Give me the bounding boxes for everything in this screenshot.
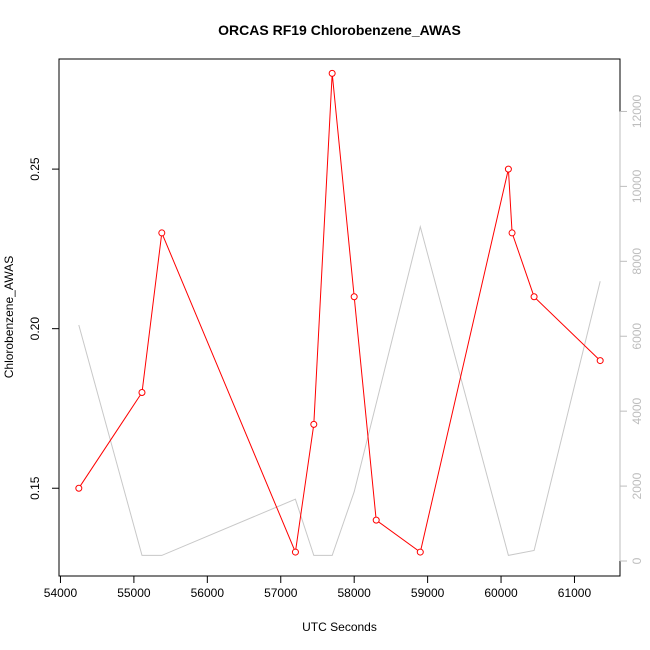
y2-tick-label: 0 — [630, 557, 644, 564]
y-tick-label: 0.25 — [28, 157, 42, 181]
data-point — [530, 293, 538, 301]
y2-tick-label: 2000 — [630, 472, 644, 499]
x-axis-label: UTC Seconds — [302, 620, 377, 634]
data-point — [328, 69, 336, 77]
data-point — [508, 229, 516, 237]
x-tick-label: 60000 — [484, 586, 518, 600]
secondary-series-line — [78, 224, 601, 556]
y-axis-label: Chlorobenzene_AWAS — [2, 256, 16, 379]
y-tick-label: 0.20 — [28, 317, 42, 341]
x-axis: 54000 55000 56000 57000 58000 59000 60000 61000 — [44, 575, 592, 600]
data-point — [291, 548, 299, 556]
data-point — [158, 229, 166, 237]
y2-tick-label: 10000 — [630, 169, 644, 203]
series-layer — [75, 69, 604, 556]
x-tick-label: 55000 — [117, 586, 151, 600]
y2-tick-label: 4000 — [630, 397, 644, 424]
x-tick-label: 61000 — [558, 586, 592, 600]
x-tick-label: 57000 — [264, 586, 298, 600]
y2-tick-label: 8000 — [630, 248, 644, 275]
data-point — [416, 548, 424, 556]
plot-frame — [58, 58, 621, 577]
data-point — [350, 293, 358, 301]
y-axis-right: 0 2000 4000 6000 8000 10000 12000 — [619, 94, 644, 564]
data-point — [310, 420, 318, 428]
y-axis-left: 0.15 0.20 0.25 — [28, 157, 60, 500]
data-point — [138, 388, 146, 396]
data-point — [75, 484, 83, 492]
y2-tick-label: 6000 — [630, 323, 644, 350]
data-point — [596, 357, 604, 365]
y-tick-label: 0.15 — [28, 476, 42, 500]
y2-tick-label: 12000 — [630, 94, 644, 128]
x-tick-label: 56000 — [191, 586, 225, 600]
x-tick-label: 54000 — [44, 586, 78, 600]
chart-title: ORCAS RF19 Chlorobenzene_AWAS — [218, 22, 461, 38]
data-point — [504, 165, 512, 173]
x-tick-label: 59000 — [411, 586, 445, 600]
x-tick-label: 58000 — [337, 586, 371, 600]
data-point — [372, 516, 380, 524]
chlorobenzene-series-line — [78, 73, 601, 554]
